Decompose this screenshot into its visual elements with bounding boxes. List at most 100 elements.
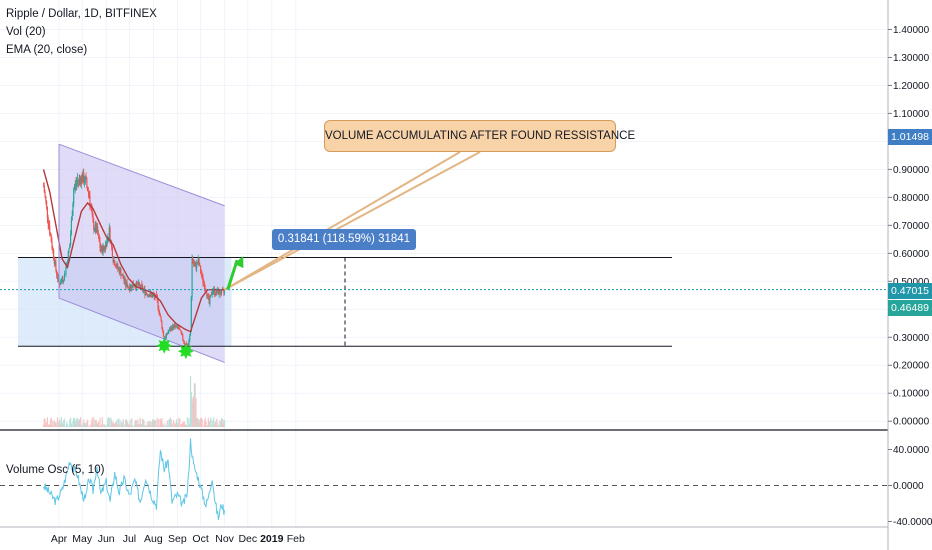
candle-body xyxy=(95,224,97,232)
volume-bar xyxy=(85,425,87,427)
volume-bar xyxy=(112,421,114,427)
candle-body xyxy=(71,215,73,221)
volume-bar xyxy=(141,424,143,427)
time-tick-label: Sep xyxy=(168,533,187,545)
time-tick-label: Feb xyxy=(287,533,305,545)
volume-bar xyxy=(148,421,150,427)
volume-bar xyxy=(80,417,82,427)
candle-body xyxy=(210,294,212,298)
candle-body xyxy=(104,248,106,250)
volume-bar xyxy=(196,418,198,427)
bottom-marker[interactable] xyxy=(177,343,194,360)
volume-bar xyxy=(83,423,86,427)
candle-body xyxy=(59,283,62,285)
volume-bar xyxy=(82,423,84,427)
candle-body xyxy=(148,294,150,297)
candle-body xyxy=(82,173,84,182)
time-tick-label: 2019 xyxy=(260,533,284,545)
volume-bar xyxy=(101,417,103,427)
volume-bar xyxy=(195,398,197,427)
volume-bar xyxy=(151,425,153,427)
volume-bar xyxy=(161,417,163,427)
candle-body xyxy=(73,189,75,204)
ema-line xyxy=(42,169,225,333)
time-tick-label: Dec xyxy=(238,533,257,545)
volume-bar xyxy=(182,422,185,427)
candle-body xyxy=(111,246,113,258)
volume-bar xyxy=(122,419,124,427)
candle-body xyxy=(161,321,163,329)
candle-body xyxy=(102,246,104,254)
volume-bar xyxy=(196,417,199,427)
volume-bar xyxy=(97,421,100,427)
volume-bar xyxy=(104,426,107,427)
candle-body xyxy=(139,285,141,288)
candle-body xyxy=(196,262,199,264)
volume-bar xyxy=(52,420,54,427)
volume-bar xyxy=(48,424,50,427)
price-tick-label: 1.40000 xyxy=(893,25,930,36)
oscillator-legend[interactable]: Volume Osc (5, 10) xyxy=(6,464,105,476)
volume-bar xyxy=(213,417,215,427)
candle-body xyxy=(159,313,161,317)
channel-upper-line[interactable] xyxy=(58,143,225,207)
price-tag-ema: 0.47015 xyxy=(888,283,932,299)
candle-body xyxy=(98,235,100,242)
volume-bar xyxy=(91,417,93,427)
ema-legend[interactable]: EMA (20, close) xyxy=(6,44,88,56)
candle-body xyxy=(117,268,120,270)
volume-bar xyxy=(45,424,47,427)
volume-bar xyxy=(90,420,93,427)
channel-lower-line[interactable] xyxy=(58,297,225,363)
measure-label[interactable]: 0.31841 (118.59%) 31841 xyxy=(272,229,416,250)
symbol-legend[interactable]: Ripple / Dollar, 1D, BITFINEX xyxy=(6,8,157,20)
volume-bar xyxy=(118,424,120,427)
volume-bar xyxy=(70,423,72,427)
oscillator-axis[interactable]: 40.0000 0.0000 -40.0000 xyxy=(888,445,932,528)
annotation-callout[interactable]: VOLUME ACCUMULATING AFTER FOUND RESSISTA… xyxy=(324,120,635,152)
candle-body xyxy=(55,261,57,271)
volume-bar xyxy=(190,392,192,427)
bottom-marker[interactable] xyxy=(156,337,173,354)
volume-legend[interactable]: Vol (20) xyxy=(6,26,46,38)
volume-bar xyxy=(139,417,141,427)
candle-body xyxy=(193,264,196,267)
volume-bar xyxy=(62,424,64,427)
volume-bar xyxy=(211,420,213,427)
time-tick-label: May xyxy=(72,533,93,545)
candle-body xyxy=(125,282,127,286)
arrow-head xyxy=(233,256,244,269)
candle-body xyxy=(202,276,204,283)
volume-bar xyxy=(73,417,75,427)
volume-bar xyxy=(206,424,209,427)
candle-body xyxy=(214,294,216,296)
candle-body xyxy=(123,278,125,281)
candle-body xyxy=(54,261,56,264)
candle-body xyxy=(141,284,143,287)
candle-body xyxy=(73,186,76,190)
volume-bar xyxy=(69,419,71,427)
candle-body xyxy=(97,234,100,236)
candle-body xyxy=(127,286,129,288)
candle-body xyxy=(153,295,155,297)
up-arrow[interactable] xyxy=(226,256,244,291)
volume-bar xyxy=(179,418,181,427)
volume-bar xyxy=(42,424,45,427)
time-axis[interactable]: Apr May Jun Jul Aug Sep Oct Nov Dec 2019 Feb xyxy=(0,526,888,545)
candle-body xyxy=(117,264,119,269)
candle-body xyxy=(120,269,122,276)
candle-body xyxy=(174,325,176,326)
callout-pointer xyxy=(224,151,461,291)
candle-body xyxy=(137,283,139,286)
candle-body xyxy=(42,186,45,187)
candle-body xyxy=(99,241,101,248)
volume-bar xyxy=(141,418,144,427)
bottom-markers[interactable] xyxy=(156,337,194,360)
volume-bar xyxy=(182,422,184,427)
candle-body xyxy=(186,345,189,346)
candle-body xyxy=(104,244,107,250)
volume-bar xyxy=(51,424,53,427)
candle-body xyxy=(152,295,154,296)
price-axis[interactable]: 0.000000.100000.200000.300000.400000.500… xyxy=(888,25,930,428)
